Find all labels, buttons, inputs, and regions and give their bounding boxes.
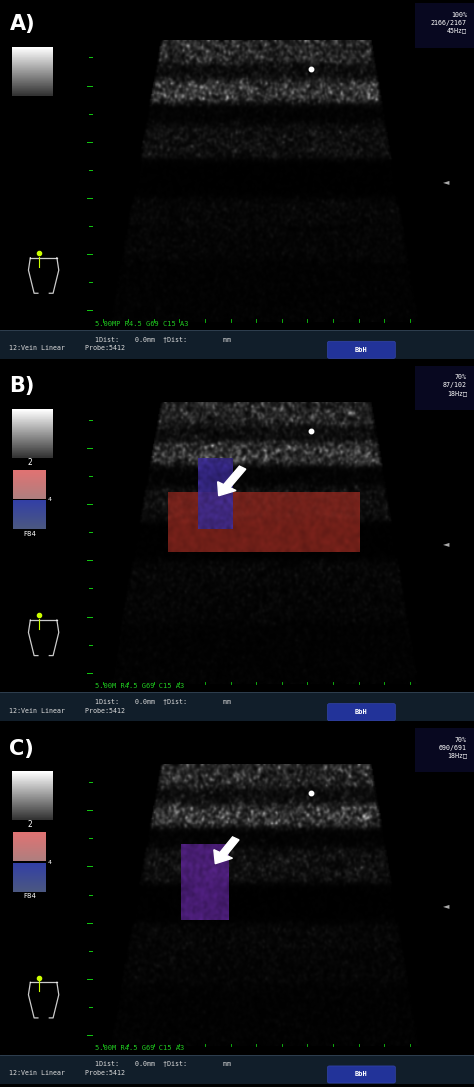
Text: BbH: BbH xyxy=(355,1072,367,1077)
FancyArrow shape xyxy=(218,466,246,496)
Text: BbH: BbH xyxy=(355,347,367,353)
Text: 12:Vein Linear     Probe:5412: 12:Vein Linear Probe:5412 xyxy=(9,1070,126,1076)
Text: 2: 2 xyxy=(27,458,32,467)
FancyArrow shape xyxy=(214,837,239,864)
Text: C): C) xyxy=(9,738,34,759)
Text: 1Dist:    0.0mm  †Dist:         mm: 1Dist: 0.0mm †Dist: mm xyxy=(95,1061,231,1067)
Text: F84: F84 xyxy=(23,532,36,537)
Bar xyxy=(0,1054,474,1084)
Text: ◄: ◄ xyxy=(443,539,450,548)
Text: ◄: ◄ xyxy=(443,177,450,186)
Text: 12:Vein Linear     Probe:5412: 12:Vein Linear Probe:5412 xyxy=(9,708,126,714)
Text: 1Dist:    0.0mm  †Dist:         mm: 1Dist: 0.0mm †Dist: mm xyxy=(95,699,231,705)
Bar xyxy=(415,728,474,773)
Text: 1Dist:    0.0mm  †Dist:         mm: 1Dist: 0.0mm †Dist: mm xyxy=(95,337,231,342)
Text: 70%
690/691
18Hz□: 70% 690/691 18Hz□ xyxy=(439,737,467,759)
Text: 2: 2 xyxy=(27,821,32,829)
Text: B): B) xyxy=(9,376,35,397)
Text: ◄: ◄ xyxy=(443,901,450,910)
Bar xyxy=(0,692,474,722)
Text: BbH: BbH xyxy=(355,709,367,715)
Bar xyxy=(0,329,474,359)
Text: 5.00M R4.5 G69 C15 A3: 5.00M R4.5 G69 C15 A3 xyxy=(95,1046,184,1051)
Text: F84: F84 xyxy=(23,894,36,899)
Text: 4: 4 xyxy=(48,498,52,502)
Bar xyxy=(415,3,474,48)
Text: 5.00M R4.5 G69 C15 A3: 5.00M R4.5 G69 C15 A3 xyxy=(95,683,184,689)
Text: 12:Vein Linear     Probe:5412: 12:Vein Linear Probe:5412 xyxy=(9,346,126,351)
FancyBboxPatch shape xyxy=(328,1066,395,1083)
Text: 5.00MP R4.5 G69 C15 A3: 5.00MP R4.5 G69 C15 A3 xyxy=(95,321,188,327)
Bar xyxy=(415,365,474,410)
Text: 4: 4 xyxy=(48,860,52,865)
FancyBboxPatch shape xyxy=(328,703,395,721)
Text: 70%
87/102
18Hz□: 70% 87/102 18Hz□ xyxy=(443,375,467,396)
Text: A): A) xyxy=(9,14,35,34)
FancyBboxPatch shape xyxy=(328,341,395,359)
Text: 100%
2166/2167
45Hz□: 100% 2166/2167 45Hz□ xyxy=(431,12,467,34)
